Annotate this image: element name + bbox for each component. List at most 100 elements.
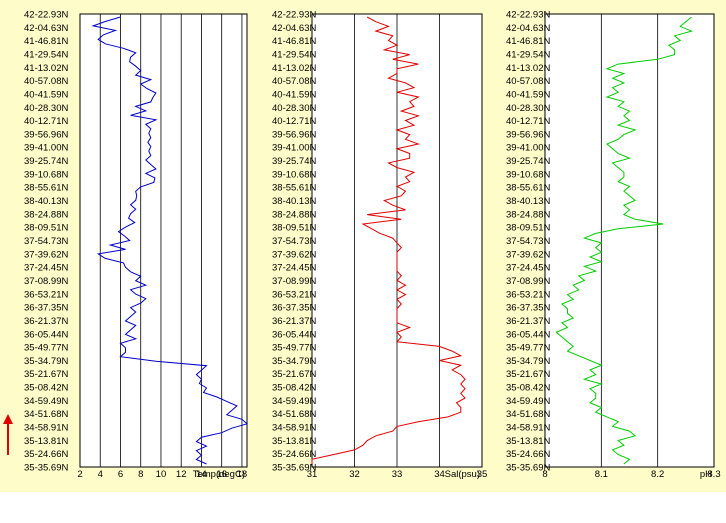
latitude-label: 40-57.08N: [506, 76, 551, 87]
latitude-label: 36-37.35N: [24, 303, 69, 314]
x-tick-label: 32: [349, 469, 360, 480]
x-tick-label: 33: [392, 469, 403, 480]
latitude-label: 35-35.69N: [24, 463, 69, 474]
latitude-label: 41-29.54N: [272, 49, 317, 60]
latitude-label: 35-08.42N: [24, 383, 69, 394]
x-tick-label: 12: [176, 469, 187, 480]
latitude-label: 37-24.45N: [506, 263, 551, 274]
latitude-label: 37-24.45N: [24, 263, 69, 274]
panel-2: 42-22.93N 42-04.63N 41-46.81N 41-29.54N 41-1…: [272, 10, 487, 481]
latitude-label: 38-40.13N: [506, 196, 551, 207]
latitude-label: 41-46.81N: [24, 36, 69, 47]
latitude-label: 35-35.69N: [506, 463, 551, 474]
x-tick-label: 8.3: [707, 469, 720, 480]
x-tick-label: 16: [216, 469, 227, 480]
series-line: [555, 16, 694, 465]
series-line: [311, 16, 466, 464]
latitude-label: 36-53.21N: [506, 289, 551, 300]
latitude-label: 36-05.44N: [24, 329, 69, 340]
latitude-label: 41-13.02N: [24, 63, 69, 74]
latitude-label: 42-04.63N: [506, 23, 551, 34]
latitude-label: 40-28.30N: [506, 103, 551, 114]
x-tick-label: 10: [156, 469, 167, 480]
latitude-label: 35-24.66N: [272, 449, 317, 460]
panel-1: 42-22.93N 42-04.63N 41-46.81N 41-29.54N 41-1…: [24, 10, 249, 480]
latitude-label: 35-49.77N: [506, 343, 551, 354]
x-tick-label: 4: [98, 469, 103, 480]
panel-3: 42-22.93N 42-04.63N 41-46.81N 41-29.54N 41-1…: [506, 10, 721, 481]
latitude-label: 41-13.02N: [272, 63, 317, 74]
latitude-label: 37-24.45N: [272, 263, 317, 274]
latitude-label: 36-05.44N: [272, 329, 317, 340]
latitude-label: 41-29.54N: [24, 49, 69, 60]
latitude-label: 38-40.13N: [272, 196, 317, 207]
latitude-label: 38-09.51N: [506, 223, 551, 234]
latitude-label: 37-08.99N: [506, 276, 551, 287]
latitude-label: 36-37.35N: [506, 303, 551, 314]
latitude-label: 34-51.68N: [24, 409, 69, 420]
x-axis-label: Temp(degC): [193, 469, 245, 480]
latitude-label: 37-39.62N: [506, 249, 551, 260]
latitude-label: 39-25.74N: [24, 156, 69, 167]
latitude-label: 35-34.79N: [506, 356, 551, 367]
x-axis-label: pH: [700, 469, 712, 480]
latitude-label: 40-41.59N: [24, 89, 69, 100]
latitude-label: 35-21.67N: [272, 369, 317, 380]
latitude-label: 40-57.08N: [24, 76, 69, 87]
latitude-label: 36-37.35N: [272, 303, 317, 314]
x-tick-label: 31: [307, 469, 318, 480]
latitude-label: 39-56.96N: [272, 129, 317, 140]
latitude-label: 34-51.68N: [272, 409, 317, 420]
latitude-label: 38-55.61N: [506, 183, 551, 194]
x-tick-label: 8: [138, 469, 143, 480]
latitude-label: 38-55.61N: [272, 183, 317, 194]
latitude-label: 35-49.77N: [272, 343, 317, 354]
latitude-label: 41-46.81N: [272, 36, 317, 47]
latitude-label: 35-49.77N: [24, 343, 69, 354]
latitude-label: 37-39.62N: [272, 249, 317, 260]
latitude-label: 35-35.69N: [272, 463, 317, 474]
x-tick-label: 35: [477, 469, 488, 480]
x-tick-label: 8.1: [595, 469, 608, 480]
x-tick-label: 8.2: [651, 469, 664, 480]
latitude-label: 36-21.37N: [506, 316, 551, 327]
latitude-label: 37-08.99N: [24, 276, 69, 287]
latitude-label: 41-13.02N: [506, 63, 551, 74]
latitude-label: 35-24.66N: [506, 449, 551, 460]
latitude-label: 39-25.74N: [506, 156, 551, 167]
latitude-label: 42-22.93N: [272, 10, 317, 21]
latitude-label: 35-21.67N: [506, 369, 551, 380]
latitude-label: 41-29.54N: [506, 49, 551, 60]
latitude-label: 38-40.13N: [24, 196, 69, 207]
latitude-label: 36-53.21N: [24, 289, 69, 300]
latitude-label: 40-41.59N: [272, 89, 317, 100]
latitude-label: 39-56.96N: [24, 129, 69, 140]
latitude-label: 39-41.00N: [506, 143, 551, 154]
x-axis-label: Sal(psu): [445, 469, 480, 480]
latitude-label: 42-04.63N: [272, 23, 317, 34]
latitude-label: 41-46.81N: [506, 36, 551, 47]
latitude-label: 35-21.67N: [24, 369, 69, 380]
latitude-label: 39-25.74N: [272, 156, 317, 167]
latitude-label: 40-12.71N: [506, 116, 551, 127]
latitude-label: 39-56.96N: [506, 129, 551, 140]
latitude-label: 42-22.93N: [506, 10, 551, 21]
latitude-label: 34-59.49N: [24, 396, 69, 407]
latitude-label: 34-58.91N: [272, 423, 317, 434]
latitude-label: 37-54.73N: [272, 236, 317, 247]
x-tick-label: 6: [118, 469, 123, 480]
latitude-label: 37-08.99N: [272, 276, 317, 287]
latitude-label: 40-28.30N: [272, 103, 317, 114]
latitude-label: 39-41.00N: [24, 143, 69, 154]
latitude-label: 40-12.71N: [24, 116, 69, 127]
latitude-label: 40-28.30N: [24, 103, 69, 114]
latitude-label: 38-24.88N: [24, 209, 69, 220]
latitude-label: 37-54.73N: [24, 236, 69, 247]
x-tick-label: 18: [237, 469, 248, 480]
up-arrow-head-icon: [3, 414, 13, 424]
latitude-label: 40-12.71N: [272, 116, 317, 127]
latitude-label: 38-09.51N: [24, 223, 69, 234]
latitude-label: 35-13.81N: [272, 436, 317, 447]
latitude-label: 34-58.91N: [506, 423, 551, 434]
